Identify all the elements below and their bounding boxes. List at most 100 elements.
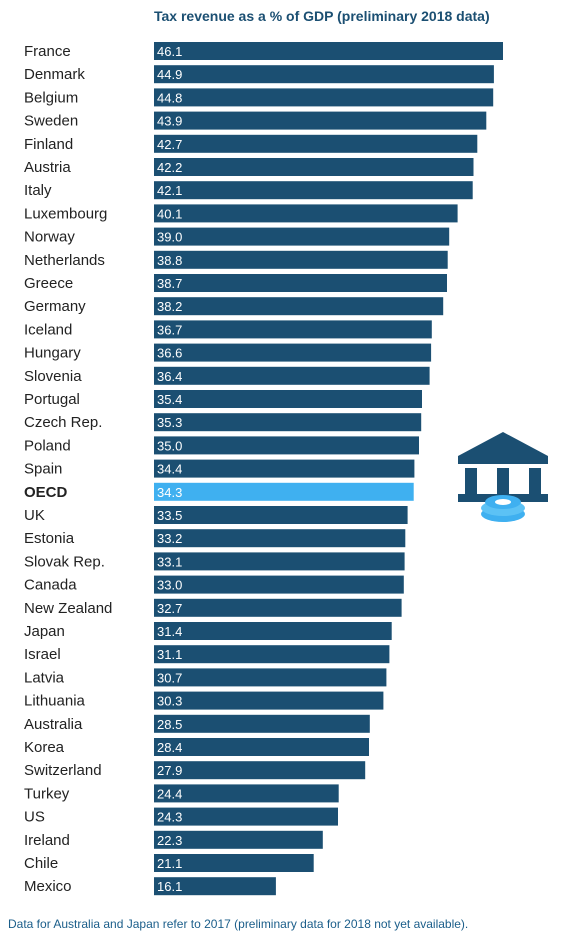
bar-value-label: 22.3 <box>157 833 182 848</box>
bar-value-label: 36.6 <box>157 346 182 361</box>
bank-icon <box>458 432 548 522</box>
category-label: Slovak Rep. <box>24 553 105 570</box>
bar <box>154 529 406 548</box>
bar-value-label: 27.9 <box>157 763 182 778</box>
bar-value-label: 28.4 <box>157 740 182 755</box>
category-label: Australia <box>24 716 83 733</box>
category-label: Israel <box>24 646 61 663</box>
bar <box>154 436 419 455</box>
bar <box>154 807 338 826</box>
category-label: Estonia <box>24 530 75 547</box>
bar-value-label: 35.3 <box>157 415 182 430</box>
bar <box>154 181 473 200</box>
category-label: Sweden <box>24 113 78 130</box>
bar <box>154 111 487 130</box>
bar <box>154 830 323 849</box>
bar-value-label: 35.0 <box>157 438 182 453</box>
bar <box>154 297 444 316</box>
category-label: Ireland <box>24 832 70 849</box>
bar-value-label: 33.1 <box>157 554 182 569</box>
bar-value-label: 38.7 <box>157 276 182 291</box>
bar-value-label: 42.1 <box>157 183 182 198</box>
bar <box>154 738 369 756</box>
bar <box>154 575 404 594</box>
bar-value-label: 31.4 <box>157 624 182 639</box>
bar <box>154 158 474 176</box>
bar <box>154 274 447 292</box>
bar <box>154 598 402 617</box>
category-label: Finland <box>24 136 73 153</box>
category-label: New Zealand <box>24 600 112 617</box>
category-label: Iceland <box>24 321 72 338</box>
category-label: Portugal <box>24 391 80 408</box>
bar-value-label: 33.5 <box>157 508 182 523</box>
bar-value-label: 38.8 <box>157 253 182 268</box>
category-label: OECD <box>24 484 68 501</box>
category-label: Germany <box>24 298 86 315</box>
bar-value-label: 31.1 <box>157 647 182 662</box>
category-label: Latvia <box>24 669 65 686</box>
bar-value-label: 40.1 <box>157 206 182 221</box>
bar-value-label: 16.1 <box>157 879 182 894</box>
bar-value-label: 42.2 <box>157 160 182 175</box>
bar <box>154 761 366 780</box>
category-label: Belgium <box>24 89 78 106</box>
bar <box>154 506 408 524</box>
bar <box>154 204 458 223</box>
category-label: Spain <box>24 461 62 478</box>
bar-value-label: 33.0 <box>157 578 182 593</box>
category-label: Korea <box>24 739 65 756</box>
bar <box>154 366 430 385</box>
category-label: Mexico <box>24 878 72 895</box>
bar <box>154 622 392 640</box>
category-label: Switzerland <box>24 762 102 779</box>
bar-value-label: 44.9 <box>157 67 182 82</box>
category-label: Italy <box>24 182 52 199</box>
bar-value-label: 30.3 <box>157 694 182 709</box>
bar <box>154 42 503 60</box>
bar <box>154 88 494 107</box>
bar <box>154 854 314 872</box>
bar <box>154 343 432 362</box>
bar <box>154 227 450 246</box>
bar <box>154 877 276 896</box>
category-label: UK <box>24 507 45 524</box>
bar-value-label: 34.3 <box>157 485 182 500</box>
bar-value-label: 30.7 <box>157 670 182 685</box>
category-label: Turkey <box>24 785 70 802</box>
bar <box>154 390 422 408</box>
bar-chart: France 46.1 Denmark 44.9 Belgium 44.8 Sweden 43… <box>24 42 503 896</box>
category-label: Hungary <box>24 345 81 362</box>
bar-value-label: 43.9 <box>157 114 182 129</box>
category-label: Lithuania <box>24 693 86 710</box>
category-label: Czech Rep. <box>24 414 102 431</box>
category-label: US <box>24 809 45 826</box>
bar-value-label: 36.7 <box>157 322 182 337</box>
bar-value-label: 38.2 <box>157 299 182 314</box>
category-label: Canada <box>24 577 77 594</box>
bar <box>154 714 370 733</box>
bar <box>154 134 478 153</box>
category-label: Chile <box>24 855 58 872</box>
bar <box>154 668 387 687</box>
bar-value-label: 32.7 <box>157 601 182 616</box>
chart-title: Tax revenue as a % of GDP (preliminary 2… <box>154 8 490 24</box>
bar <box>154 552 405 571</box>
bar-value-label: 24.4 <box>157 786 182 801</box>
bar-value-label: 44.8 <box>157 90 182 105</box>
bar-value-label: 46.1 <box>157 44 182 59</box>
bar-value-label: 34.4 <box>157 462 182 477</box>
category-label: Denmark <box>24 66 85 83</box>
category-label: Netherlands <box>24 252 105 269</box>
bar-value-label: 36.4 <box>157 369 182 384</box>
bar <box>154 784 339 803</box>
category-label: France <box>24 43 71 60</box>
category-label: Poland <box>24 437 71 454</box>
bar-value-label: 28.5 <box>157 717 182 732</box>
category-label: Austria <box>24 159 71 176</box>
category-label: Norway <box>24 229 75 246</box>
bar <box>154 459 415 478</box>
bar <box>154 320 432 339</box>
bar-value-label: 33.2 <box>157 531 182 546</box>
category-label: Luxembourg <box>24 205 107 222</box>
